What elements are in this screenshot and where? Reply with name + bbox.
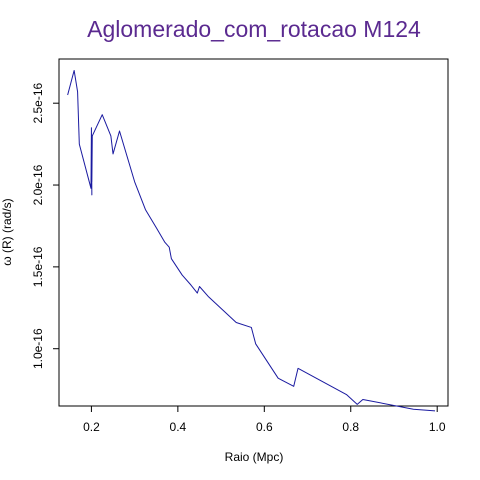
y-tick-label: 1.0e-16: [31, 328, 45, 369]
y-tick-label: 1.5e-16: [31, 246, 45, 287]
y-tick-label: 2.5e-16: [31, 83, 45, 124]
y-axis-label: ω (R) (rad/s): [0, 198, 14, 265]
x-tick-label: 0.6: [256, 420, 273, 434]
x-tick-label: 0.8: [342, 420, 359, 434]
y-tick-label: 2.0e-16: [31, 164, 45, 205]
x-tick-label: 1.0: [429, 420, 446, 434]
chart-title: Aglomerado_com_rotacao M124: [87, 16, 421, 42]
x-tick-label: 0.2: [83, 420, 100, 434]
x-axis-label: Raio (Mpc): [225, 450, 284, 464]
x-tick-label: 0.4: [170, 420, 187, 434]
